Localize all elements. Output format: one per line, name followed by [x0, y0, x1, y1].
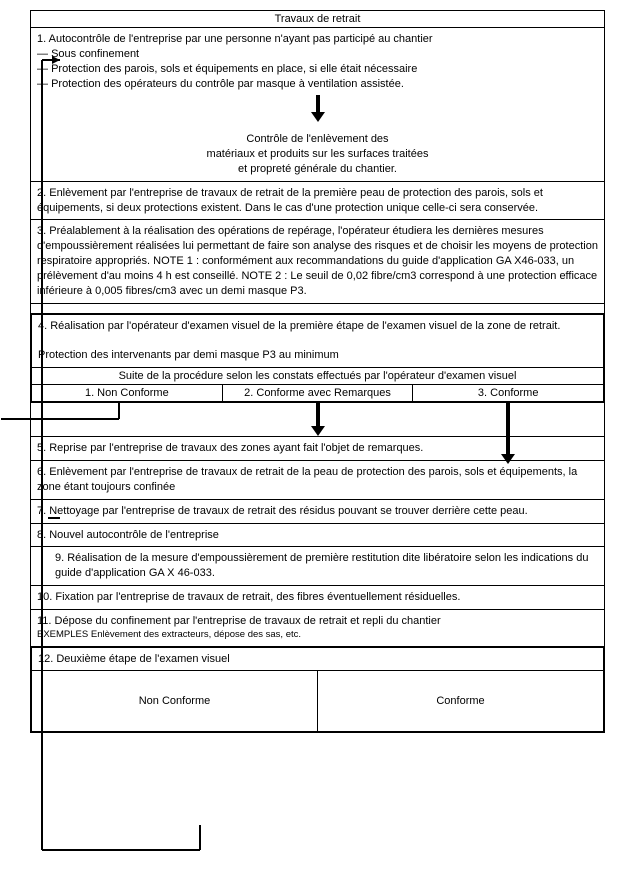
- step-9: 9. Réalisation de la mesure d'empoussièr…: [31, 547, 604, 586]
- step-4-subheader: Suite de la procédure selon les constats…: [32, 367, 603, 385]
- step-3: 3. Préalablement à la réalisation des op…: [31, 220, 604, 303]
- step-6: 6. Enlèvement par l'entreprise de travau…: [31, 461, 604, 500]
- center-line: et propreté générale du chantier.: [37, 162, 598, 177]
- result-conforme-remarques: 2. Conforme avec Remarques: [223, 385, 414, 401]
- step-1-lead: 1. Autocontrôle de l'entreprise par une …: [37, 32, 598, 47]
- final-non-conforme: Non Conforme: [32, 671, 318, 731]
- step-1-center-text: Contrôle de l'enlèvement des matériaux e…: [37, 132, 598, 177]
- step-1-item: Protection des parois, sols et équipemen…: [37, 62, 598, 77]
- result-conforme: 3. Conforme: [413, 385, 603, 401]
- step-12-box: 12. Deuxième étape de l'examen visuel No…: [30, 646, 605, 734]
- step-4-results: 1. Non Conforme 2. Conforme avec Remarqu…: [32, 385, 603, 401]
- center-line: matériaux et produits sur les surfaces t…: [37, 147, 598, 162]
- step-4-main: 4. Réalisation par l'opérateur d'examen …: [38, 319, 597, 334]
- main-table: Travaux de retrait 1. Autocontrôle de l'…: [30, 10, 605, 733]
- step-12-results: Non Conforme Conforme: [32, 671, 603, 731]
- step-9-text: 9. Réalisation de la mesure d'empoussièr…: [55, 552, 588, 579]
- step-7: 7. Nettoyage par l'entreprise de travaux…: [31, 500, 604, 524]
- loop-left-connector: [1, 402, 131, 436]
- arrow-down-icon: [311, 95, 325, 123]
- center-line: Contrôle de l'enlèvement des: [37, 132, 598, 147]
- step-4-protection: Protection des intervenants par demi mas…: [38, 348, 597, 363]
- step-1-arrow-block: [37, 95, 598, 128]
- table-title: Travaux de retrait: [31, 11, 604, 28]
- step-11-text: 11. Dépose du confinement par l'entrepri…: [37, 614, 598, 629]
- step-1-list: Sous confinement Protection des parois, …: [37, 47, 598, 92]
- step-11-examples: EXEMPLES Enlèvement des extracteurs, dép…: [37, 629, 598, 642]
- step-5: 5. Reprise par l'entreprise de travaux d…: [31, 436, 604, 461]
- step-10: 10. Fixation par l'entreprise de travaux…: [31, 586, 604, 610]
- step-12-header: 12. Deuxième étape de l'examen visuel: [32, 648, 603, 672]
- step-2: 2. Enlèvement par l'entreprise de travau…: [31, 182, 604, 221]
- step-11: 11. Dépose du confinement par l'entrepri…: [31, 610, 604, 647]
- final-conforme: Conforme: [318, 671, 603, 731]
- arrows-row: [31, 402, 604, 436]
- diagram-wrap: Travaux de retrait 1. Autocontrôle de l'…: [30, 10, 607, 733]
- step-8: 8. Nouvel autocontrôle de l'entreprise: [31, 524, 604, 548]
- step-1: 1. Autocontrôle de l'entreprise par une …: [31, 28, 604, 182]
- step-4-box: 4. Réalisation par l'opérateur d'examen …: [30, 313, 605, 404]
- step-1-item: Protection des opérateurs du contrôle pa…: [37, 77, 598, 92]
- result-non-conforme: 1. Non Conforme: [32, 385, 223, 401]
- step-1-item: Sous confinement: [37, 47, 598, 62]
- step-4-body: 4. Réalisation par l'opérateur d'examen …: [32, 315, 603, 368]
